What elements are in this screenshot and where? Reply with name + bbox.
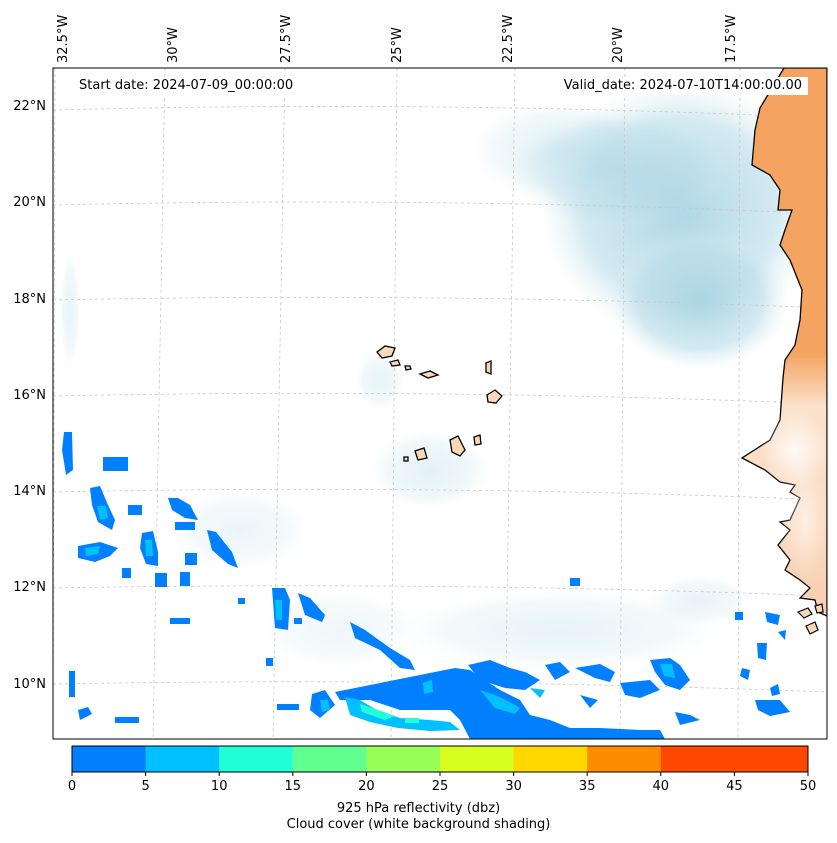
colorbar-segment xyxy=(660,746,735,772)
lon-label: 22.5°W xyxy=(501,15,516,63)
colorbar-tick-label: 50 xyxy=(800,779,817,794)
colorbar-tick-label: 20 xyxy=(358,779,375,794)
colorbar-subtitle: Cloud cover (white background shading) xyxy=(286,817,551,832)
colorbar-tick-label: 30 xyxy=(505,779,522,794)
lat-label: 10°N xyxy=(13,677,46,692)
start-date-label: Start date: 2024-07-09_00:00:00 xyxy=(73,77,300,95)
colorbar-segment xyxy=(587,746,662,772)
lon-label: 27.5°W xyxy=(279,15,294,63)
colorbar-segment xyxy=(292,746,367,772)
lat-label: 14°N xyxy=(13,484,46,499)
lat-label: 12°N xyxy=(13,580,46,595)
lon-label: 20°W xyxy=(611,27,626,63)
coastal-islands xyxy=(796,603,824,635)
colorbar-segment xyxy=(734,746,809,772)
colorbar-segment xyxy=(72,746,147,772)
lon-label: 32.5°W xyxy=(56,15,71,63)
cloud-cover-shading xyxy=(60,80,820,670)
colorbar-segment xyxy=(145,746,220,772)
colorbar-ticks: 0 5 10 15 20 25 30 35 40 45 50 xyxy=(68,772,816,794)
colorbar-tick-label: 40 xyxy=(653,779,670,794)
colorbar-tick-label: 5 xyxy=(141,779,149,794)
lat-label: 16°N xyxy=(13,388,46,403)
map-area[interactable] xyxy=(53,68,830,739)
lat-label: 18°N xyxy=(13,292,46,307)
longitude-labels: 32.5°W 30°W 27.5°W 25°W 22.5°W 20°W 17.5… xyxy=(56,15,739,63)
colorbar-segments xyxy=(72,746,809,772)
lat-label: 20°N xyxy=(13,195,46,210)
reflectivity-15-20 xyxy=(360,704,419,723)
lon-label: 17.5°W xyxy=(724,15,739,63)
map-frame xyxy=(52,67,828,740)
colorbar-segment xyxy=(440,746,515,772)
colorbar-title: 925 hPa reflectivity (dbz) xyxy=(336,801,501,816)
colorbar-tick-label: 35 xyxy=(579,779,596,794)
colorbar-tick-label: 15 xyxy=(285,779,302,794)
lon-label: 30°W xyxy=(166,27,181,63)
colorbar-segment xyxy=(366,746,441,772)
colorbar-segment xyxy=(513,746,588,772)
lat-label: 22°N xyxy=(13,99,46,114)
colorbar-tick-label: 10 xyxy=(211,779,228,794)
lon-label: 25°W xyxy=(390,27,405,63)
colorbar-tick-label: 0 xyxy=(68,779,76,794)
colorbar-tick-label: 25 xyxy=(432,779,449,794)
colorbar: 0 5 10 15 20 25 30 35 40 45 50 xyxy=(68,745,816,794)
cape-verde-islands xyxy=(376,345,503,462)
latitude-labels: 22°N 20°N 18°N 16°N 14°N 12°N 10°N xyxy=(13,99,46,692)
colorbar-segment xyxy=(219,746,294,772)
colorbar-tick-label: 45 xyxy=(726,779,743,794)
reflectivity-10-15 xyxy=(85,506,675,731)
valid-date-label: Valid_date: 2024-07-10T14:00:00.00 xyxy=(557,77,808,95)
